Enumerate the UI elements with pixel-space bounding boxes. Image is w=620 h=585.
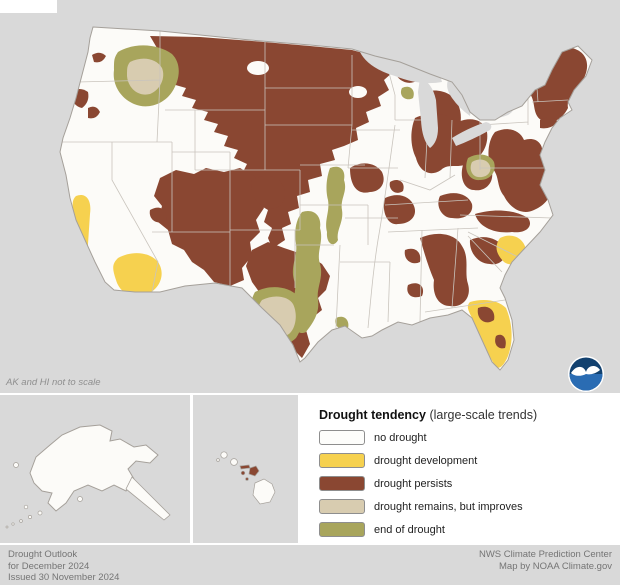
footer-left: Drought Outlook for December 2024 Issued… [8, 549, 119, 585]
footer-source: NWS Climate Prediction Center [478, 549, 612, 560]
legend-swatch-development [319, 453, 365, 468]
alaska-panhandle [125, 476, 171, 521]
island-kauai [220, 451, 228, 459]
legend-item-improves: drought remains, but improves [319, 499, 620, 514]
legend-item-no-drought: no drought [319, 430, 620, 445]
island-molokai [239, 464, 251, 470]
island-niihau [216, 458, 220, 462]
scale-note: AK and HI not to scale [6, 377, 101, 388]
drought-persists-overlay-spots [477, 306, 506, 349]
noaa-logo [568, 356, 604, 392]
footer: Drought Outlook for December 2024 Issued… [0, 543, 620, 585]
legend-label: drought persists [374, 477, 453, 490]
legend-swatch-improves [319, 499, 365, 514]
lake-superior [360, 50, 442, 84]
lake-huron [447, 80, 471, 116]
great-lakes [360, 50, 514, 148]
island-oahu [230, 458, 238, 466]
legend-title-sub: (large-scale trends) [429, 408, 538, 422]
legend-label: drought remains, but improves [374, 500, 523, 513]
map-corner-white [0, 0, 57, 13]
legend-title: Drought tendency (large-scale trends) [319, 408, 620, 422]
legend-item-persists: drought persists [319, 476, 620, 491]
island-kahoolawe [245, 477, 249, 481]
lake-michigan [418, 78, 438, 148]
legend-swatch-end [319, 522, 365, 537]
footer-issued: Issued 30 November 2024 [8, 572, 120, 583]
alaska-map [5, 424, 171, 529]
legend-swatch-persists [319, 476, 365, 491]
conus-drought-map [0, 0, 604, 392]
legend-label: no drought [374, 431, 427, 444]
state-borders [62, 31, 569, 329]
legend-panel: Drought tendency (large-scale trends) no… [301, 395, 620, 543]
bottom-row: Drought tendency (large-scale trends) no… [0, 393, 620, 543]
island-hawaii [252, 478, 276, 505]
alaska-inset [0, 395, 190, 543]
lake-erie [452, 122, 492, 146]
footer-credit: Map by NOAA Climate.gov [499, 560, 612, 572]
footer-title: Drought Outlook [8, 549, 78, 560]
conus-map-area: AK and HI not to scale [0, 0, 604, 392]
hawaii-map [216, 451, 276, 505]
legend-rows: no drought drought development drought p… [319, 430, 620, 537]
legend-swatch-no-drought [319, 430, 365, 445]
legend-label: end of drought [374, 523, 445, 536]
drought-improves-regions [127, 58, 491, 338]
legend-title-main: Drought tendency [319, 408, 426, 422]
legend-item-development: drought development [319, 453, 620, 468]
hawaii-inset [193, 395, 298, 543]
legend-label: drought development [374, 454, 478, 467]
aleutian-islands [5, 462, 83, 529]
footer-right: NWS Climate Prediction Center Map by NOA… [479, 549, 612, 585]
footer-period: for December 2024 [8, 560, 90, 572]
legend-item-end: end of drought [319, 522, 620, 537]
island-maui [248, 465, 260, 477]
noaa-gull-icon [571, 366, 600, 376]
lake-ontario [488, 106, 514, 119]
island-lanai [240, 470, 246, 476]
no-drought-holes [247, 61, 367, 98]
